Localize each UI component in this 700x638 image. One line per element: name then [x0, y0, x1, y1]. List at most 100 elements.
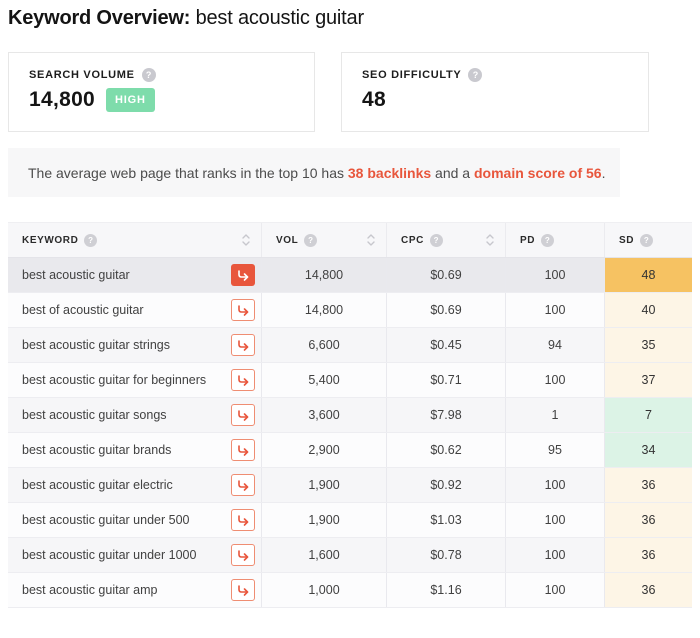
search-volume-label: SEARCH VOLUME — [29, 69, 135, 81]
notice-backlinks-highlight: 38 backlinks — [347, 164, 432, 181]
cpc-cell: $0.78 — [387, 538, 506, 572]
page-title-label: Keyword Overview: — [8, 7, 191, 29]
keyword-text: best acoustic guitar amp — [22, 583, 158, 597]
paid-difficulty-cell: 100 — [506, 573, 605, 607]
cpc-cell: $7.98 — [387, 398, 506, 432]
notice-suffix: . — [601, 164, 606, 181]
cpc-cell: $0.69 — [387, 258, 506, 292]
paid-difficulty-cell: 95 — [506, 433, 605, 467]
go-to-keyword-button[interactable] — [231, 334, 255, 356]
table-row: best acoustic guitar strings 6,600 $0.45… — [8, 328, 692, 363]
help-icon[interactable]: ? — [304, 233, 318, 247]
redirect-arrow-icon — [238, 480, 249, 491]
column-header-cpc[interactable]: CPC ? — [387, 223, 506, 257]
sort-icon[interactable] — [486, 233, 494, 247]
search-volume-card: SEARCH VOLUME ? 14,800 HIGH — [8, 52, 315, 132]
help-icon[interactable]: ? — [429, 233, 443, 247]
table-row: best acoustic guitar 14,800 $0.69 100 48 — [8, 258, 692, 293]
paid-difficulty-cell: 100 — [506, 538, 605, 572]
volume-cell: 1,600 — [262, 538, 387, 572]
help-icon[interactable]: ? — [84, 233, 98, 247]
volume-cell: 6,600 — [262, 328, 387, 362]
cpc-cell: $1.03 — [387, 503, 506, 537]
help-icon[interactable]: ? — [541, 233, 555, 247]
go-to-keyword-button[interactable] — [231, 509, 255, 531]
paid-difficulty-cell: 100 — [506, 293, 605, 327]
table-row: best acoustic guitar songs 3,600 $7.98 1… — [8, 398, 692, 433]
keyword-text: best acoustic guitar strings — [22, 338, 170, 352]
seo-difficulty-label: SEO DIFFICULTY — [362, 69, 462, 81]
go-to-keyword-button[interactable] — [231, 369, 255, 391]
table-row: best of acoustic guitar 14,800 $0.69 100… — [8, 293, 692, 328]
redirect-arrow-icon — [238, 340, 249, 351]
seo-difficulty-cell: 36 — [605, 468, 692, 502]
keyword-text: best acoustic guitar — [22, 268, 130, 282]
notice-prefix: The average web page that ranks in the t… — [28, 164, 348, 181]
keyword-cell: best acoustic guitar songs — [8, 398, 262, 432]
column-label: SD — [619, 234, 635, 246]
cpc-cell: $0.69 — [387, 293, 506, 327]
notice-bar: The average web page that ranks in the t… — [8, 148, 620, 197]
redirect-arrow-icon — [238, 445, 249, 456]
table-row: best acoustic guitar under 500 1,900 $1.… — [8, 503, 692, 538]
help-icon[interactable]: ? — [640, 233, 654, 247]
seo-difficulty-cell: 35 — [605, 328, 692, 362]
seo-difficulty-cell: 48 — [605, 258, 692, 292]
volume-cell: 1,900 — [262, 503, 387, 537]
keyword-cell: best acoustic guitar electric — [8, 468, 262, 502]
volume-cell: 2,900 — [262, 433, 387, 467]
cpc-cell: $0.62 — [387, 433, 506, 467]
table-row: best acoustic guitar electric 1,900 $0.9… — [8, 468, 692, 503]
go-to-keyword-button[interactable] — [231, 264, 255, 286]
seo-difficulty-cell: 36 — [605, 503, 692, 537]
paid-difficulty-cell: 94 — [506, 328, 605, 362]
redirect-arrow-icon — [238, 515, 249, 526]
sort-icon[interactable] — [367, 233, 375, 247]
seo-difficulty-cell: 40 — [605, 293, 692, 327]
go-to-keyword-button[interactable] — [231, 299, 255, 321]
column-header-vol[interactable]: VOL ? — [262, 223, 387, 257]
volume-cell: 14,800 — [262, 258, 387, 292]
redirect-arrow-icon — [238, 375, 249, 386]
redirect-arrow-icon — [238, 305, 249, 316]
go-to-keyword-button[interactable] — [231, 474, 255, 496]
redirect-arrow-icon — [238, 585, 249, 596]
paid-difficulty-cell: 1 — [506, 398, 605, 432]
column-header-keyword[interactable]: KEYWORD ? — [8, 223, 262, 257]
cpc-cell: $0.45 — [387, 328, 506, 362]
go-to-keyword-button[interactable] — [231, 439, 255, 461]
keyword-text: best acoustic guitar brands — [22, 443, 172, 457]
table-body: best acoustic guitar 14,800 $0.69 100 48… — [8, 258, 692, 608]
go-to-keyword-button[interactable] — [231, 544, 255, 566]
seo-difficulty-cell: 36 — [605, 538, 692, 572]
volume-high-badge: HIGH — [106, 88, 155, 112]
table-row: best acoustic guitar amp 1,000 $1.16 100… — [8, 573, 692, 608]
paid-difficulty-cell: 100 — [506, 468, 605, 502]
keyword-cell: best acoustic guitar — [8, 258, 262, 292]
cpc-cell: $0.71 — [387, 363, 506, 397]
paid-difficulty-cell: 100 — [506, 503, 605, 537]
seo-difficulty-cell: 34 — [605, 433, 692, 467]
page-title: Keyword Overview: best acoustic guitar — [8, 6, 700, 30]
notice-domain-score-highlight: domain score of 56 — [474, 164, 602, 181]
keyword-cell: best acoustic guitar brands — [8, 433, 262, 467]
table-row: best acoustic guitar brands 2,900 $0.62 … — [8, 433, 692, 468]
sort-icon[interactable] — [242, 233, 250, 247]
column-label: VOL — [276, 234, 299, 246]
cpc-cell: $0.92 — [387, 468, 506, 502]
keyword-text: best of acoustic guitar — [22, 303, 144, 317]
go-to-keyword-button[interactable] — [231, 404, 255, 426]
help-icon[interactable]: ? — [468, 68, 483, 82]
help-icon[interactable]: ? — [141, 68, 156, 82]
volume-cell: 1,900 — [262, 468, 387, 502]
keyword-cell: best acoustic guitar for beginners — [8, 363, 262, 397]
column-header-pd: PD ? — [506, 223, 605, 257]
redirect-arrow-icon — [238, 550, 249, 561]
keyword-text: best acoustic guitar songs — [22, 408, 167, 422]
go-to-keyword-button[interactable] — [231, 579, 255, 601]
seo-difficulty-card: SEO DIFFICULTY ? 48 — [341, 52, 649, 132]
volume-cell: 5,400 — [262, 363, 387, 397]
seo-difficulty-cell: 37 — [605, 363, 692, 397]
keyword-cell: best acoustic guitar under 500 — [8, 503, 262, 537]
page-title-keyword: best acoustic guitar — [190, 7, 365, 29]
